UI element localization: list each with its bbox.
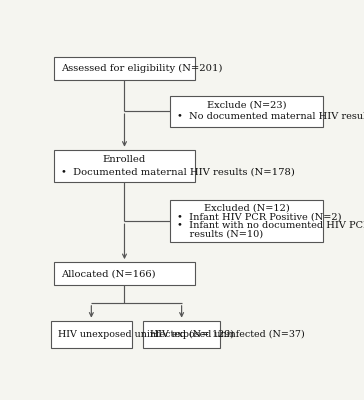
FancyBboxPatch shape: [143, 320, 221, 348]
Text: •  Documented maternal HIV results (N=178): • Documented maternal HIV results (N=178…: [61, 168, 295, 176]
Text: Allocated (N=166): Allocated (N=166): [61, 269, 156, 278]
FancyBboxPatch shape: [170, 96, 323, 126]
Text: HIV unexposed uninfected (N= 129): HIV unexposed uninfected (N= 129): [58, 330, 234, 339]
FancyBboxPatch shape: [51, 320, 131, 348]
Text: results (N=10): results (N=10): [177, 230, 263, 238]
Text: •  Infant HIV PCR Positive (N=2): • Infant HIV PCR Positive (N=2): [177, 212, 341, 222]
Text: •  Infant with no documented HIV PCR: • Infant with no documented HIV PCR: [177, 221, 364, 230]
Text: Exclude (N=23): Exclude (N=23): [207, 101, 286, 110]
Text: Assessed for eligibility (N=201): Assessed for eligibility (N=201): [61, 64, 222, 73]
Text: Enrolled: Enrolled: [103, 155, 146, 164]
FancyBboxPatch shape: [54, 57, 195, 80]
Text: HIV exposed uninfected (N=37): HIV exposed uninfected (N=37): [150, 330, 305, 339]
Text: Excluded (N=12): Excluded (N=12): [203, 204, 289, 213]
FancyBboxPatch shape: [54, 150, 195, 182]
FancyBboxPatch shape: [170, 200, 323, 242]
Text: •  No documented maternal HIV results: • No documented maternal HIV results: [177, 112, 364, 122]
FancyBboxPatch shape: [54, 262, 195, 285]
